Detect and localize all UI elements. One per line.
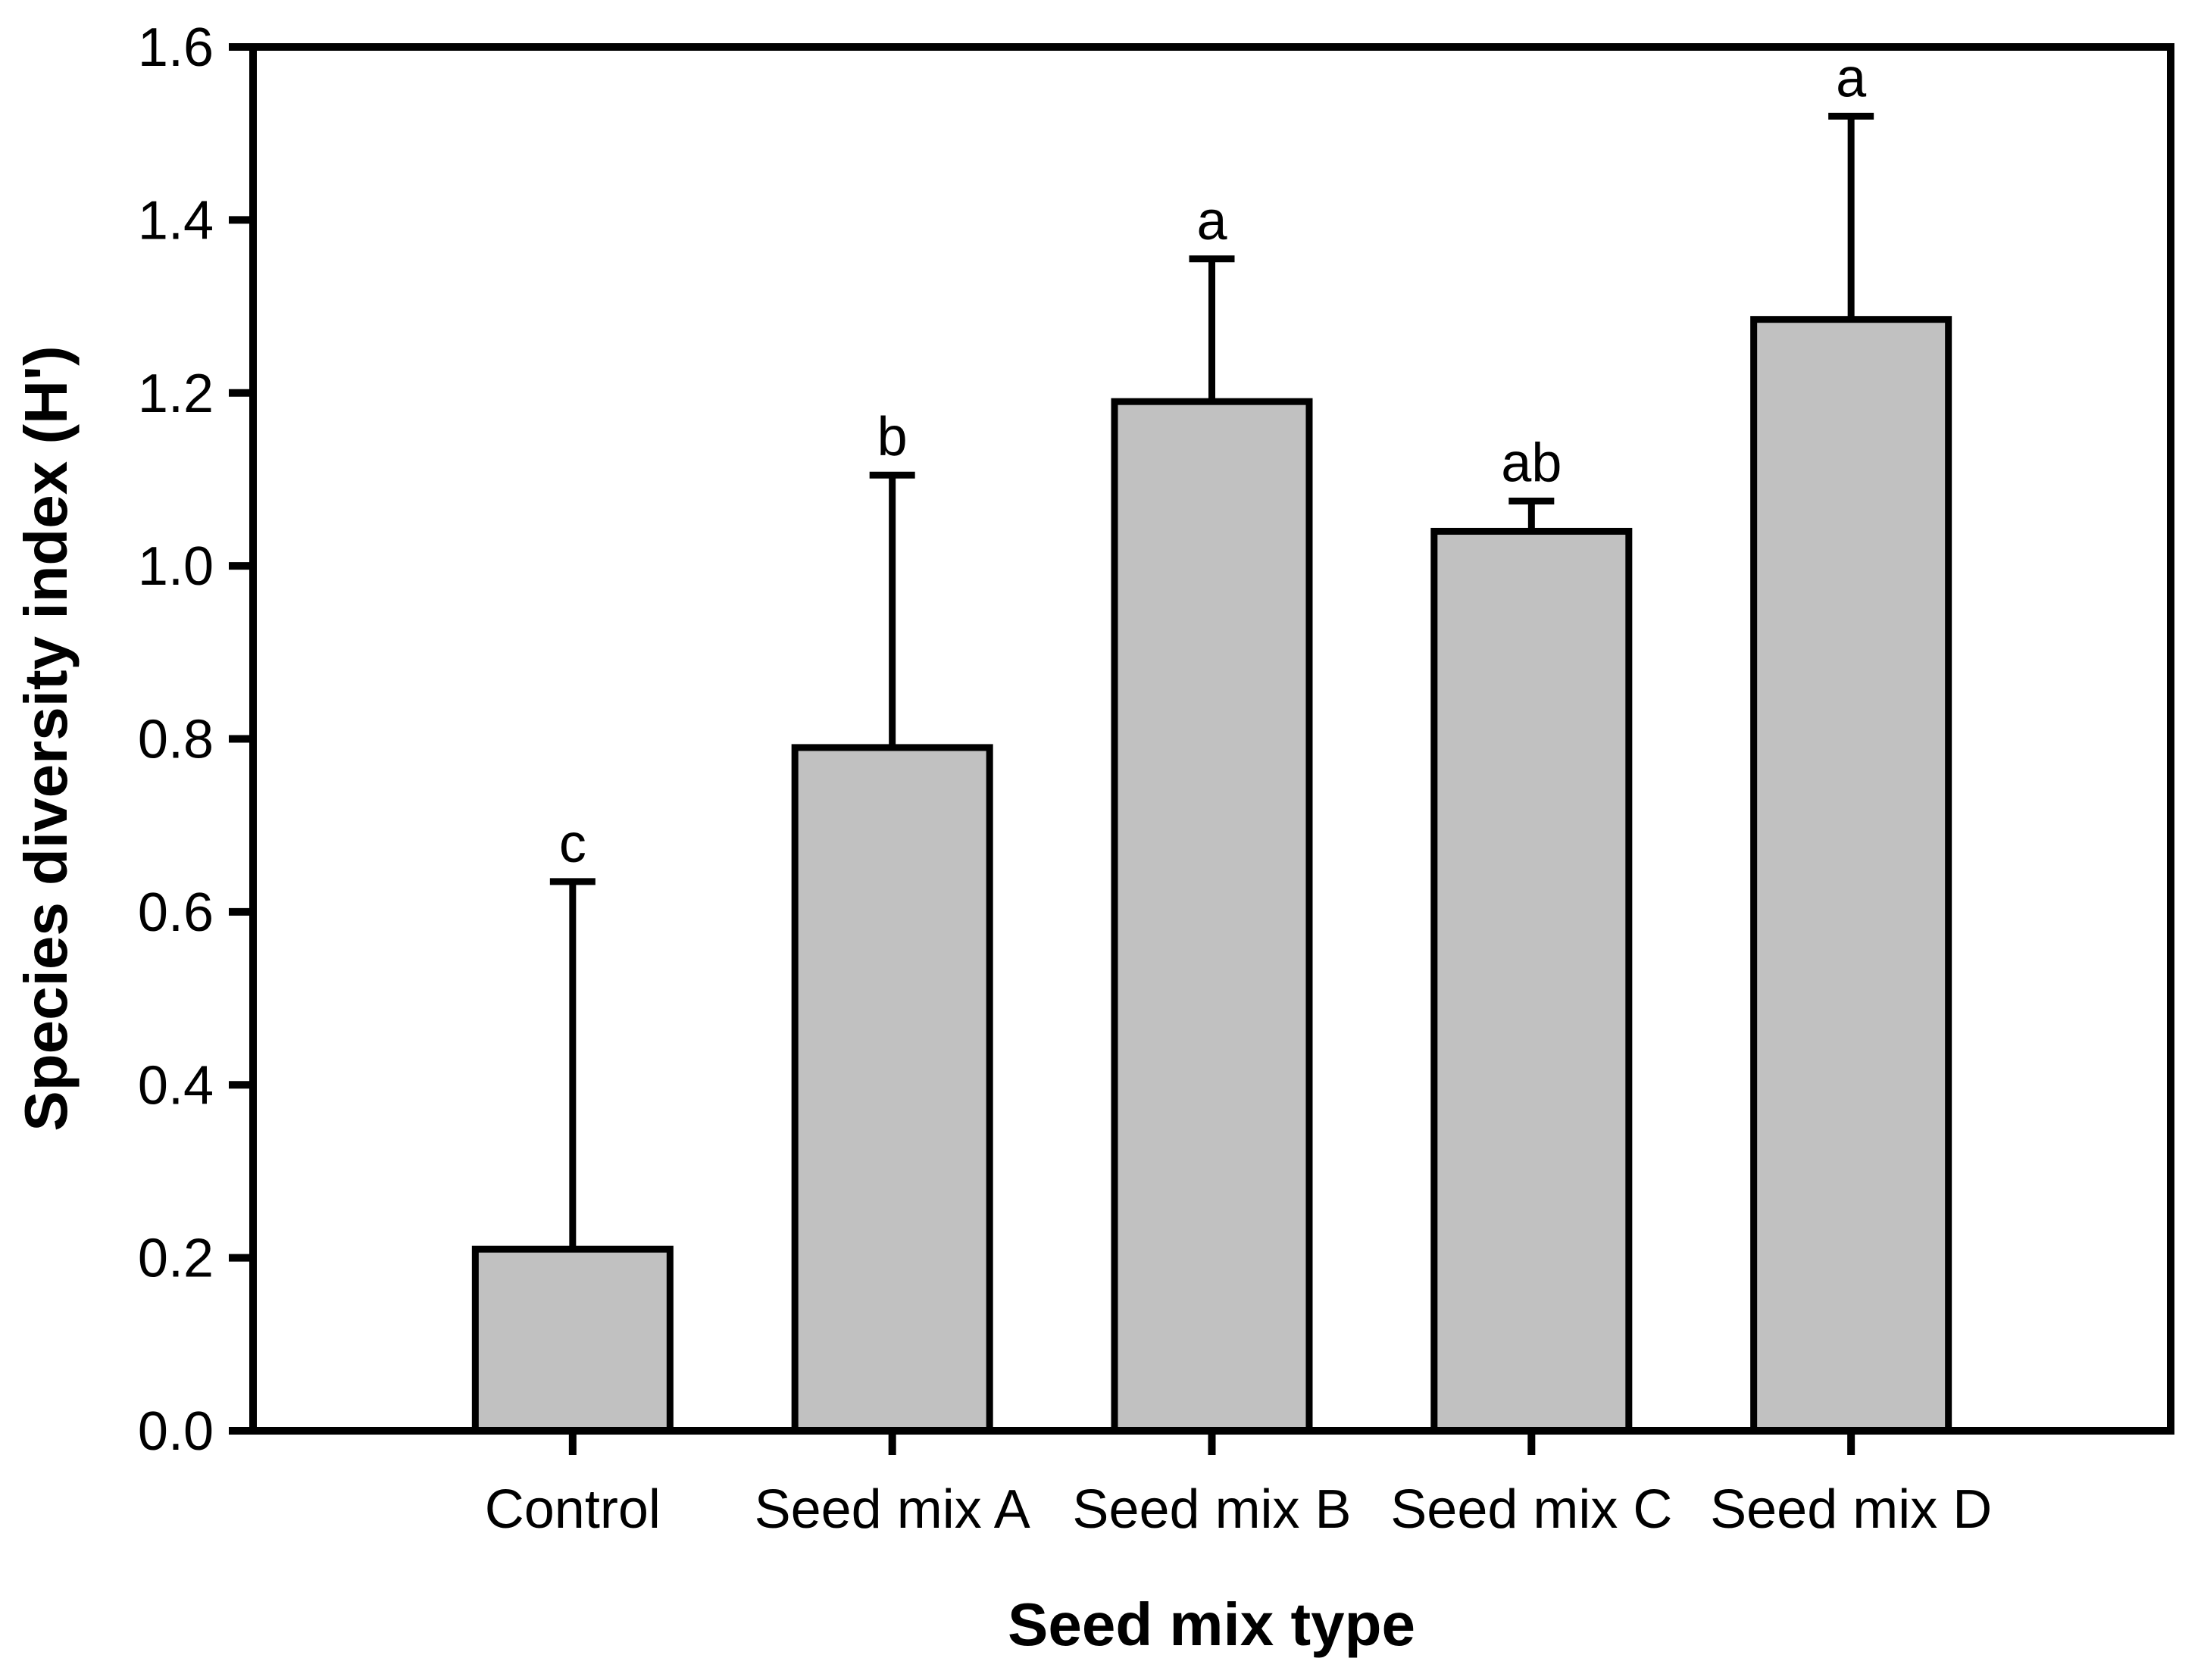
y-tick-label: 0.8 [138, 710, 214, 770]
sig-letter-seed-mix-c: ab [1501, 432, 1562, 493]
x-tick-label-seed-mix-c: Seed mix C [1390, 1479, 1672, 1540]
bar-seed-mix-d [1750, 316, 1952, 1435]
y-tick-label: 0.0 [138, 1401, 214, 1462]
y-tick-label: 1.6 [138, 17, 214, 78]
y-tick-label: 1.0 [138, 536, 214, 597]
y-tick-label: 1.4 [138, 190, 214, 251]
sig-letter-control: c [559, 813, 586, 874]
y-tick-label: 1.2 [138, 364, 214, 424]
x-tick-label-seed-mix-d: Seed mix D [1710, 1479, 1992, 1540]
bar-seed-mix-a [791, 744, 993, 1435]
y-axis-title: Species diversity index (H') [12, 345, 80, 1131]
sig-letter-seed-mix-a: b [877, 407, 908, 467]
sig-letter-seed-mix-b: a [1196, 191, 1227, 251]
plot-layer: c b a ab a 0.0 0.2 0.4 0.6 0.8 1.0 1.2 1.4 1.6 Control… [138, 17, 2174, 1540]
x-tick-label-seed-mix-b: Seed mix B [1072, 1479, 1351, 1540]
x-axis-title: Seed mix type [1008, 1591, 1415, 1658]
y-tick-label: 0.4 [138, 1055, 214, 1116]
bar-seed-mix-c [1430, 527, 1633, 1435]
y-tick-label: 0.6 [138, 882, 214, 943]
sig-letter-seed-mix-d: a [1836, 48, 1867, 108]
x-tick-label-seed-mix-a: Seed mix A [755, 1479, 1030, 1540]
x-tick-label-control: Control [485, 1479, 661, 1540]
bar-control [471, 1245, 674, 1435]
bar-seed-mix-b [1111, 398, 1313, 1435]
y-tick-label: 0.2 [138, 1229, 214, 1289]
